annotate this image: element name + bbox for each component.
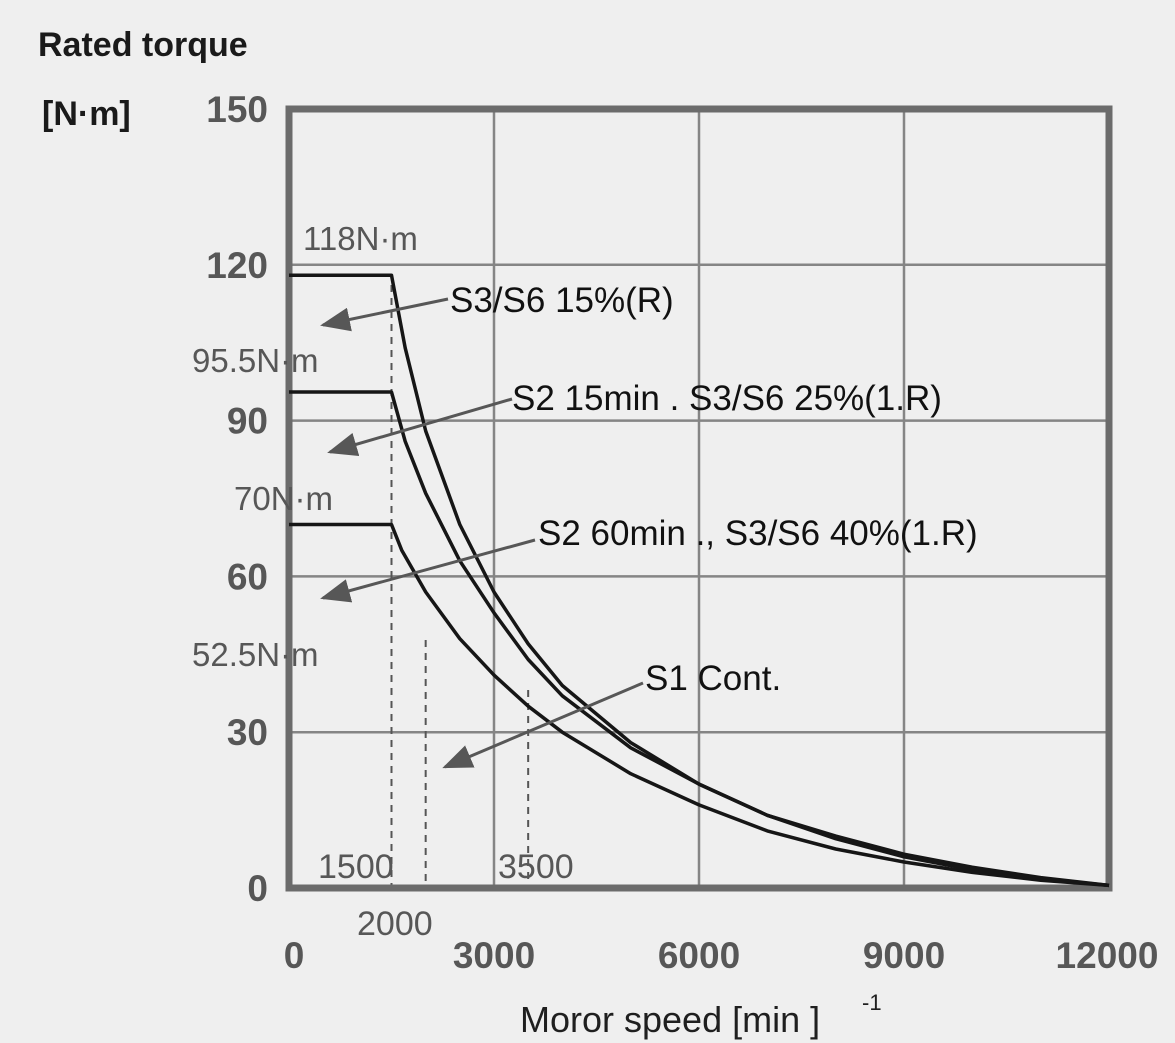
callout-arrow-s2-15min — [327, 397, 513, 456]
speed-marker-label-3500: 3500 — [498, 848, 574, 886]
y-axis-title-line1: Rated torque — [38, 26, 248, 64]
torque-level-label-2: 70N·m — [234, 480, 333, 517]
torque-level-label-0: 118N·m — [303, 220, 418, 257]
legend-label-s1-cont: S1 Cont. — [645, 659, 781, 698]
x-tick-label-3000: 3000 — [453, 935, 535, 976]
legend-label-s2-15min: S2 15min . S3/S6 25%(1.R) — [512, 379, 942, 418]
y-tick-label-90: 90 — [227, 401, 268, 442]
series-line-1 — [289, 390, 1110, 888]
y-tick-label-150: 150 — [206, 89, 268, 130]
y-ticks: 0 30 60 90 120 150 — [206, 89, 268, 909]
speed-markers — [390, 285, 530, 888]
legend-label-s2-60min: S2 60min ., S3/S6 40%(1.R) — [538, 514, 978, 553]
y-axis-title-line2: [N·m] — [42, 95, 131, 133]
x-axis-title-superscript: -1 — [862, 990, 882, 1015]
x-tick-label-0: 0 — [284, 935, 305, 976]
y-tick-label-0: 0 — [247, 868, 268, 909]
y-tick-label-30: 30 — [227, 712, 268, 753]
plot-frame — [285, 105, 1113, 892]
x-tick-label-9000: 9000 — [863, 935, 945, 976]
callout-arrow-s1-cont — [442, 681, 644, 769]
x-tick-label-6000: 6000 — [658, 935, 740, 976]
speed-marker-label-2000: 2000 — [357, 905, 433, 943]
speed-marker-label-1500: 1500 — [318, 848, 394, 886]
y-tick-label-120: 120 — [206, 245, 268, 286]
callout-arrow-s2-60min — [320, 538, 536, 603]
callout-s3s6-15: S3/S6 15%(R) — [320, 281, 674, 332]
series-line-2 — [289, 522, 1110, 888]
callout-s2-15min: S2 15min . S3/S6 25%(1.R) — [327, 379, 942, 456]
y-tick-label-60: 60 — [227, 556, 268, 597]
x-tick-label-12000: 12000 — [1056, 935, 1159, 976]
legend-label-s3s6-15: S3/S6 15%(R) — [450, 281, 674, 320]
callout-s2-60min: S2 60min ., S3/S6 40%(1.R) — [320, 514, 978, 603]
series-curves — [289, 273, 1110, 888]
callout-s1-cont: S1 Cont. — [442, 659, 781, 769]
torque-level-label-1: 95.5N·m — [192, 342, 319, 379]
callout-arrow-s3s6-15 — [320, 297, 449, 332]
x-axis-title: Moror speed [min ] — [520, 999, 820, 1040]
torque-level-label-3: 52.5N·m — [192, 636, 319, 673]
torque-level-labels: 118N·m 95.5N·m 70N·m 52.5N·m — [192, 220, 418, 673]
x-ticks: 0 3000 6000 9000 12000 — [284, 935, 1159, 976]
grid — [289, 109, 1109, 888]
series-line-0 — [289, 273, 1110, 888]
